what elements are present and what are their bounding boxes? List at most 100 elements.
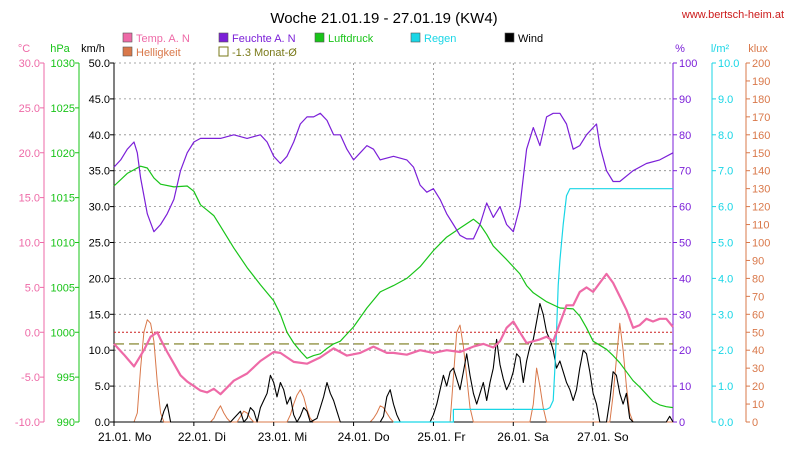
tick-label-wind: 25.0 [89,238,110,250]
x-tick-label: 27.01. So [577,430,629,444]
tick-label-humidity: 30 [679,309,691,321]
x-tick-label: 24.01. Do [338,430,390,444]
tick-label-rain: 8.0 [718,130,733,142]
tick-label-brightness: 190 [752,76,770,88]
legend-label-monthly_avg: -1.3 Monat-Ø [232,47,297,59]
tick-label-wind: 30.0 [89,202,110,214]
tick-label-brightness: 150 [752,148,770,160]
tick-label-humidity: 70 [679,166,691,178]
series-line-pressure [113,165,674,409]
tick-label-humidity: 80 [679,130,691,142]
tick-label-humidity: 10 [679,381,691,393]
unit-label-brightness: klux [748,43,768,55]
tick-label-temp: 15.0 [19,193,40,205]
legend-swatch-brightness [122,46,133,57]
tick-label-rain: 5.0 [718,238,733,250]
tick-label-rain: 6.0 [718,202,733,214]
tick-label-pressure: 1025 [51,103,75,115]
series-line-wind [114,302,674,423]
axis-unit-labels: °C hPa km/h% l/m² klux [18,43,768,55]
legend-label-humidity: Feuchte A. N [232,33,296,45]
legend-label-wind: Wind [518,33,543,45]
tick-label-rain: 10.0 [718,58,739,70]
tick-label-brightness: 50 [752,327,764,339]
tick-label-temp: -5.0 [21,372,40,384]
tick-label-wind: 0.0 [95,417,110,429]
tick-label-rain: 3.0 [718,309,733,321]
tick-label-pressure: 1005 [51,282,75,294]
tick-label-pressure: 1015 [51,193,75,205]
tick-label-brightness: 40 [752,345,764,357]
tick-label-wind: 40.0 [89,130,110,142]
axes: -10.0 -5.0 0.0 5.0 10.0 15.0 20.0 25.0 30.0 990 99… [15,58,770,429]
tick-label-temp: 25.0 [19,103,40,115]
tick-label-temp: 5.0 [25,282,40,294]
tick-label-rain: 4.0 [718,273,733,285]
x-tick-label: 25.01. Fr [417,430,465,444]
series-line-humidity [113,112,674,240]
tick-label-rain: 0.0 [718,417,733,429]
unit-label-rain: l/m² [711,43,730,55]
tick-label-wind: 15.0 [89,309,110,321]
tick-label-humidity: 0 [679,417,685,429]
tick-label-humidity: 60 [679,202,691,214]
legend: Temp. A. N Feuchte A. N Luftdruck Regen Wind… [122,32,543,59]
series-line-temp [113,272,674,396]
chart-title: Woche 21.01.19 - 27.01.19 (KW4) [270,10,497,27]
tick-label-pressure: 995 [57,372,75,384]
tick-label-brightness: 160 [752,130,770,142]
tick-label-brightness: 70 [752,291,764,303]
tick-label-wind: 45.0 [89,94,110,106]
tick-label-temp: 10.0 [19,238,40,250]
tick-label-pressure: 1020 [51,148,75,160]
x-tick-label: 22.01. Di [178,430,226,444]
tick-label-brightness: 140 [752,166,770,178]
legend-label-rain: Regen [424,33,456,45]
tick-label-wind: 10.0 [89,345,110,357]
legend-label-pressure: Luftdruck [328,33,374,45]
tick-label-wind: 50.0 [89,58,110,70]
legend-swatch-wind [504,32,515,43]
tick-label-rain: 9.0 [718,94,733,106]
unit-label-wind: km/h [81,43,105,55]
tick-label-brightness: 30 [752,363,764,375]
legend-swatch-pressure [314,32,325,43]
legend-label-temp: Temp. A. N [136,33,190,45]
legend-swatch-temp [122,32,133,43]
x-axis: 21.01. Mo 22.01. Di 23.01. Mi 24.01. Do 25.0… [98,422,629,444]
legend-label-brightness: Helligkeit [136,47,181,59]
tick-label-brightness: 110 [752,220,770,232]
site-label: www.bertsch-heim.at [681,9,784,21]
tick-label-wind: 5.0 [95,381,110,393]
tick-label-rain: 1.0 [718,381,733,393]
tick-label-brightness: 170 [752,112,770,124]
x-tick-label: 21.01. Mo [98,430,152,444]
tick-label-temp: 30.0 [19,58,40,70]
tick-label-pressure: 1010 [51,238,75,250]
tick-label-wind: 35.0 [89,166,110,178]
series-layer [113,112,674,423]
tick-label-humidity: 50 [679,238,691,250]
tick-label-brightness: 130 [752,184,770,196]
x-tick-label: 23.01. Mi [258,430,307,444]
tick-label-brightness: 120 [752,202,770,214]
tick-label-humidity: 20 [679,345,691,357]
legend-swatch-humidity [218,32,229,43]
unit-label-temp: °C [18,43,30,55]
tick-label-temp: 0.0 [25,327,40,339]
unit-label-pressure: hPa [50,43,70,55]
tick-label-brightness: 180 [752,94,770,106]
tick-label-pressure: 1030 [51,58,75,70]
tick-label-rain: 7.0 [718,166,733,178]
tick-label-brightness: 200 [752,58,770,70]
tick-label-temp: -10.0 [15,417,40,429]
tick-label-brightness: 60 [752,309,764,321]
legend-swatch-rain [410,32,421,43]
tick-label-temp: 20.0 [19,148,40,160]
tick-label-pressure: 1000 [51,327,75,339]
tick-label-rain: 2.0 [718,345,733,357]
tick-label-brightness: 0 [752,417,758,429]
tick-label-brightness: 100 [752,238,770,250]
tick-label-pressure: 990 [57,417,75,429]
